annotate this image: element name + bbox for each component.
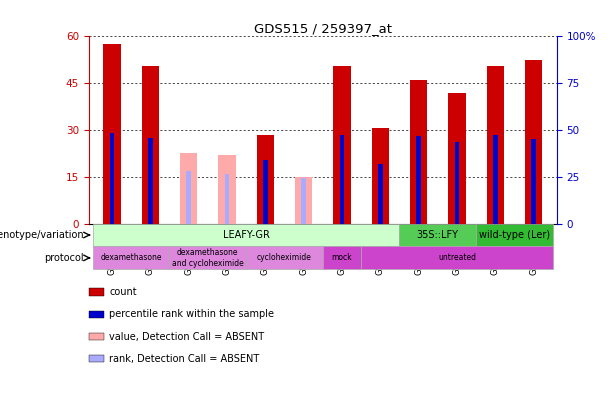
Bar [493,135,498,224]
Bar [416,136,421,224]
Bar [295,177,312,224]
Text: untreated: untreated [438,254,476,262]
Bar [263,160,267,224]
Text: rank, Detection Call = ABSENT: rank, Detection Call = ABSENT [109,354,259,364]
Bar [301,178,306,224]
Bar [93,247,169,269]
Bar [323,247,361,269]
Bar [410,80,427,224]
Bar [257,135,274,224]
Text: mock: mock [332,254,352,262]
Bar [169,247,246,269]
Bar [224,174,229,224]
Text: count: count [109,287,137,297]
Bar [186,171,191,224]
Bar [340,135,345,224]
Text: 35S::LFY: 35S::LFY [417,230,459,240]
Text: dexamethasone
and cycloheximide: dexamethasone and cycloheximide [172,248,243,268]
Text: value, Detection Call = ABSENT: value, Detection Call = ABSENT [109,332,264,341]
Bar [400,224,476,247]
Bar [218,155,235,224]
Bar [525,60,543,224]
Bar [246,247,323,269]
Bar [487,66,504,224]
Title: GDS515 / 259397_at: GDS515 / 259397_at [254,22,392,35]
Bar [531,139,536,224]
Text: LEAFY-GR: LEAFY-GR [223,230,270,240]
Bar [148,138,153,224]
Bar [180,153,197,224]
Bar [110,133,114,224]
Text: percentile rank within the sample: percentile rank within the sample [109,309,274,319]
Text: protocol: protocol [45,253,84,263]
Bar [455,143,459,224]
Bar [361,247,553,269]
Bar [448,93,465,224]
Text: cycloheximide: cycloheximide [257,254,312,262]
Text: wild-type (Ler): wild-type (Ler) [479,230,550,240]
Bar [142,66,159,224]
Bar [333,66,351,224]
Bar [93,224,400,247]
Text: genotype/variation: genotype/variation [0,230,84,240]
Bar [378,164,383,224]
Bar [476,224,553,247]
Text: dexamethasone: dexamethasone [101,254,162,262]
Bar [371,128,389,224]
Bar [103,44,121,224]
